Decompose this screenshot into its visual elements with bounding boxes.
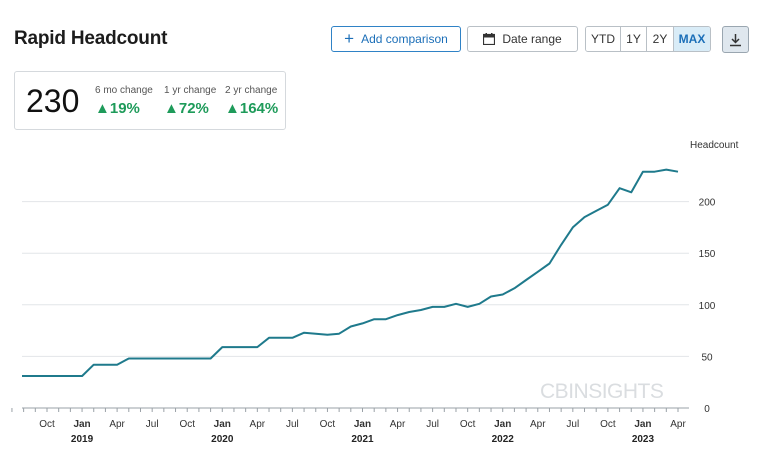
stat-value: ▲19% (95, 100, 140, 117)
x-tick-label: Jul (146, 419, 159, 430)
series-line-headcount (22, 168, 679, 377)
date-range-button[interactable]: Date range (467, 26, 578, 52)
add-comparison-button[interactable]: + Add comparison (331, 26, 461, 52)
current-headcount: 230 (26, 83, 80, 119)
x-tick-label: Jan (354, 419, 371, 430)
download-icon (730, 33, 741, 46)
y-tick-label: 200 (699, 198, 716, 209)
x-tick-label: Jan (634, 419, 651, 430)
x-year-label: 2020 (211, 434, 234, 445)
watermark-part2: INSIGHTS (568, 380, 664, 403)
x-tick-label: Jan (73, 419, 90, 430)
y-axis-title: Headcount (690, 140, 739, 151)
x-year-label: 2021 (351, 434, 374, 445)
stat-2yr-change: 2 yr change ▲164% (225, 85, 278, 117)
add-comparison-label: Add comparison (361, 32, 448, 46)
x-tick-label: Apr (390, 419, 406, 430)
y-tick-label: 100 (699, 301, 716, 312)
x-tick-label: Jul (566, 419, 579, 430)
x-tick-label: Apr (109, 419, 125, 430)
stat-1yr-change: 1 yr change ▲72% (164, 85, 216, 117)
stat-label: 1 yr change (164, 85, 217, 96)
x-tick-label: Apr (670, 419, 686, 430)
x-tick-label: Jul (426, 419, 439, 430)
x-tick-label: Jan (214, 419, 231, 430)
y-tick-label: 0 (704, 404, 710, 415)
time-range-selector: YTD 1Y 2Y MAX (585, 26, 711, 52)
x-year-label: 2019 (71, 434, 94, 445)
stat-label: 6 mo change (95, 85, 153, 96)
stat-value: ▲72% (164, 100, 209, 117)
cbinsights-watermark-logo: CBINSIGHTS (540, 380, 664, 404)
y-tick-label: 150 (699, 249, 716, 260)
y-tick-label: 50 (701, 352, 713, 363)
x-tick-label: Jul (286, 419, 299, 430)
range-1y-button[interactable]: 1Y (621, 27, 647, 51)
stat-label: 2 yr change (225, 85, 278, 96)
x-tick-label: Apr (250, 419, 266, 430)
headcount-summary-card: 230 6 mo change ▲19% 1 yr change ▲72% 2 … (14, 71, 286, 130)
x-tick-label: Jan (494, 419, 511, 430)
x-tick-label: Apr (530, 419, 546, 430)
range-max-button[interactable]: MAX (674, 27, 710, 51)
watermark-part1: CB (540, 380, 569, 403)
range-ytd-button[interactable]: YTD (586, 27, 621, 51)
calendar-icon (483, 33, 496, 45)
x-tick-label: Oct (39, 419, 55, 430)
x-year-label: 2022 (492, 434, 515, 445)
x-tick-label: Oct (460, 419, 476, 430)
range-2y-button[interactable]: 2Y (647, 27, 674, 51)
x-tick-label: Oct (600, 419, 616, 430)
stat-value: ▲164% (225, 100, 279, 117)
download-button[interactable] (722, 26, 749, 53)
x-tick-label: Oct (320, 419, 336, 430)
page-title: Rapid Headcount (14, 28, 168, 49)
x-tick-label: Oct (179, 419, 195, 430)
date-range-label: Date range (502, 32, 562, 46)
x-year-label: 2023 (632, 434, 655, 445)
plus-icon: + (344, 28, 355, 48)
stat-6mo-change: 6 mo change ▲19% (95, 85, 153, 117)
